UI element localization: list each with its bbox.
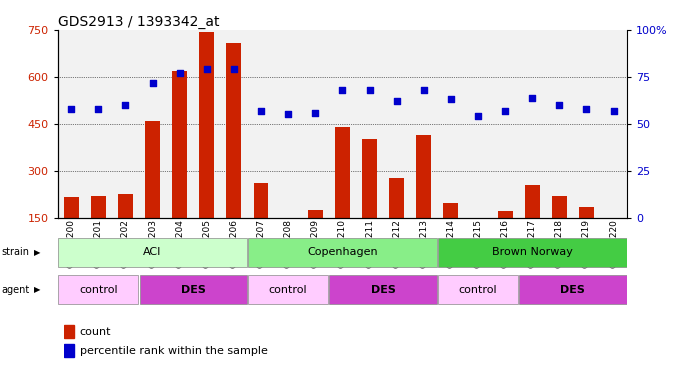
Bar (362, 140, 377, 218)
Point (364, 87, 375, 93)
Bar (85, 30, 112, 217)
Bar (281, 217, 296, 218)
Bar (248, 275, 328, 304)
Text: ▶: ▶ (34, 248, 41, 257)
Bar (91, 196, 106, 217)
Bar (140, 275, 247, 304)
Bar (437, 30, 464, 217)
Bar (58, 238, 247, 267)
Bar (302, 30, 329, 217)
Text: GDS2913 / 1393342_at: GDS2913 / 1393342_at (58, 15, 219, 29)
Text: agent: agent (1, 285, 30, 295)
Text: ACI: ACI (143, 247, 162, 257)
Bar (416, 135, 431, 218)
Bar (58, 275, 138, 304)
Bar (248, 238, 437, 267)
Bar (254, 183, 268, 218)
Bar (64, 344, 74, 357)
Bar (112, 30, 139, 217)
Point (581, 106, 592, 112)
Bar (492, 30, 519, 217)
Text: DES: DES (181, 285, 205, 295)
Bar (329, 30, 356, 217)
Point (310, 110, 321, 116)
Bar (330, 275, 437, 304)
Bar (389, 178, 404, 218)
Text: percentile rank within the sample: percentile rank within the sample (80, 346, 268, 355)
Bar (247, 30, 275, 217)
Bar (573, 30, 600, 217)
Point (256, 108, 266, 114)
Bar (335, 127, 350, 218)
Bar (579, 207, 594, 218)
Bar (606, 217, 621, 218)
Text: control: control (459, 285, 497, 295)
Bar (410, 30, 437, 217)
Point (228, 66, 239, 72)
Point (418, 87, 429, 93)
Point (201, 66, 212, 72)
Text: ▶: ▶ (34, 285, 41, 294)
Bar (438, 275, 518, 304)
Text: strain: strain (1, 247, 29, 257)
Bar (498, 211, 513, 217)
Text: control: control (269, 285, 307, 295)
Text: DES: DES (371, 285, 395, 295)
Text: count: count (80, 327, 111, 337)
Bar (383, 30, 410, 217)
Point (500, 108, 511, 114)
Text: DES: DES (561, 285, 585, 295)
Bar (525, 185, 540, 218)
Bar (220, 30, 247, 217)
Point (473, 113, 483, 119)
Point (174, 70, 185, 76)
Point (120, 102, 131, 108)
Bar (226, 42, 241, 218)
Point (66, 106, 77, 112)
Bar (600, 30, 627, 217)
Bar (139, 30, 166, 217)
Point (337, 87, 348, 93)
Point (608, 108, 619, 114)
Point (445, 96, 456, 102)
Bar (145, 121, 160, 218)
Bar (58, 30, 85, 217)
Bar (166, 30, 193, 217)
Bar (356, 30, 383, 217)
Point (283, 111, 294, 117)
Bar (519, 275, 626, 304)
Point (391, 98, 402, 104)
Bar (199, 32, 214, 217)
Bar (552, 196, 567, 217)
Bar (464, 30, 492, 217)
Bar (64, 325, 74, 338)
Text: Copenhagen: Copenhagen (307, 247, 378, 257)
Bar (275, 30, 302, 217)
Bar (546, 30, 573, 217)
Bar (64, 197, 79, 217)
Bar (438, 238, 626, 267)
Bar (118, 194, 133, 217)
Bar (308, 210, 323, 218)
Bar (193, 30, 220, 217)
Text: Brown Norway: Brown Norway (492, 247, 573, 257)
Point (93, 106, 104, 112)
Point (554, 102, 565, 108)
Point (527, 94, 538, 100)
Text: control: control (79, 285, 117, 295)
Bar (519, 30, 546, 217)
Bar (471, 217, 485, 218)
Bar (443, 203, 458, 217)
Point (147, 80, 158, 86)
Bar (172, 70, 187, 217)
